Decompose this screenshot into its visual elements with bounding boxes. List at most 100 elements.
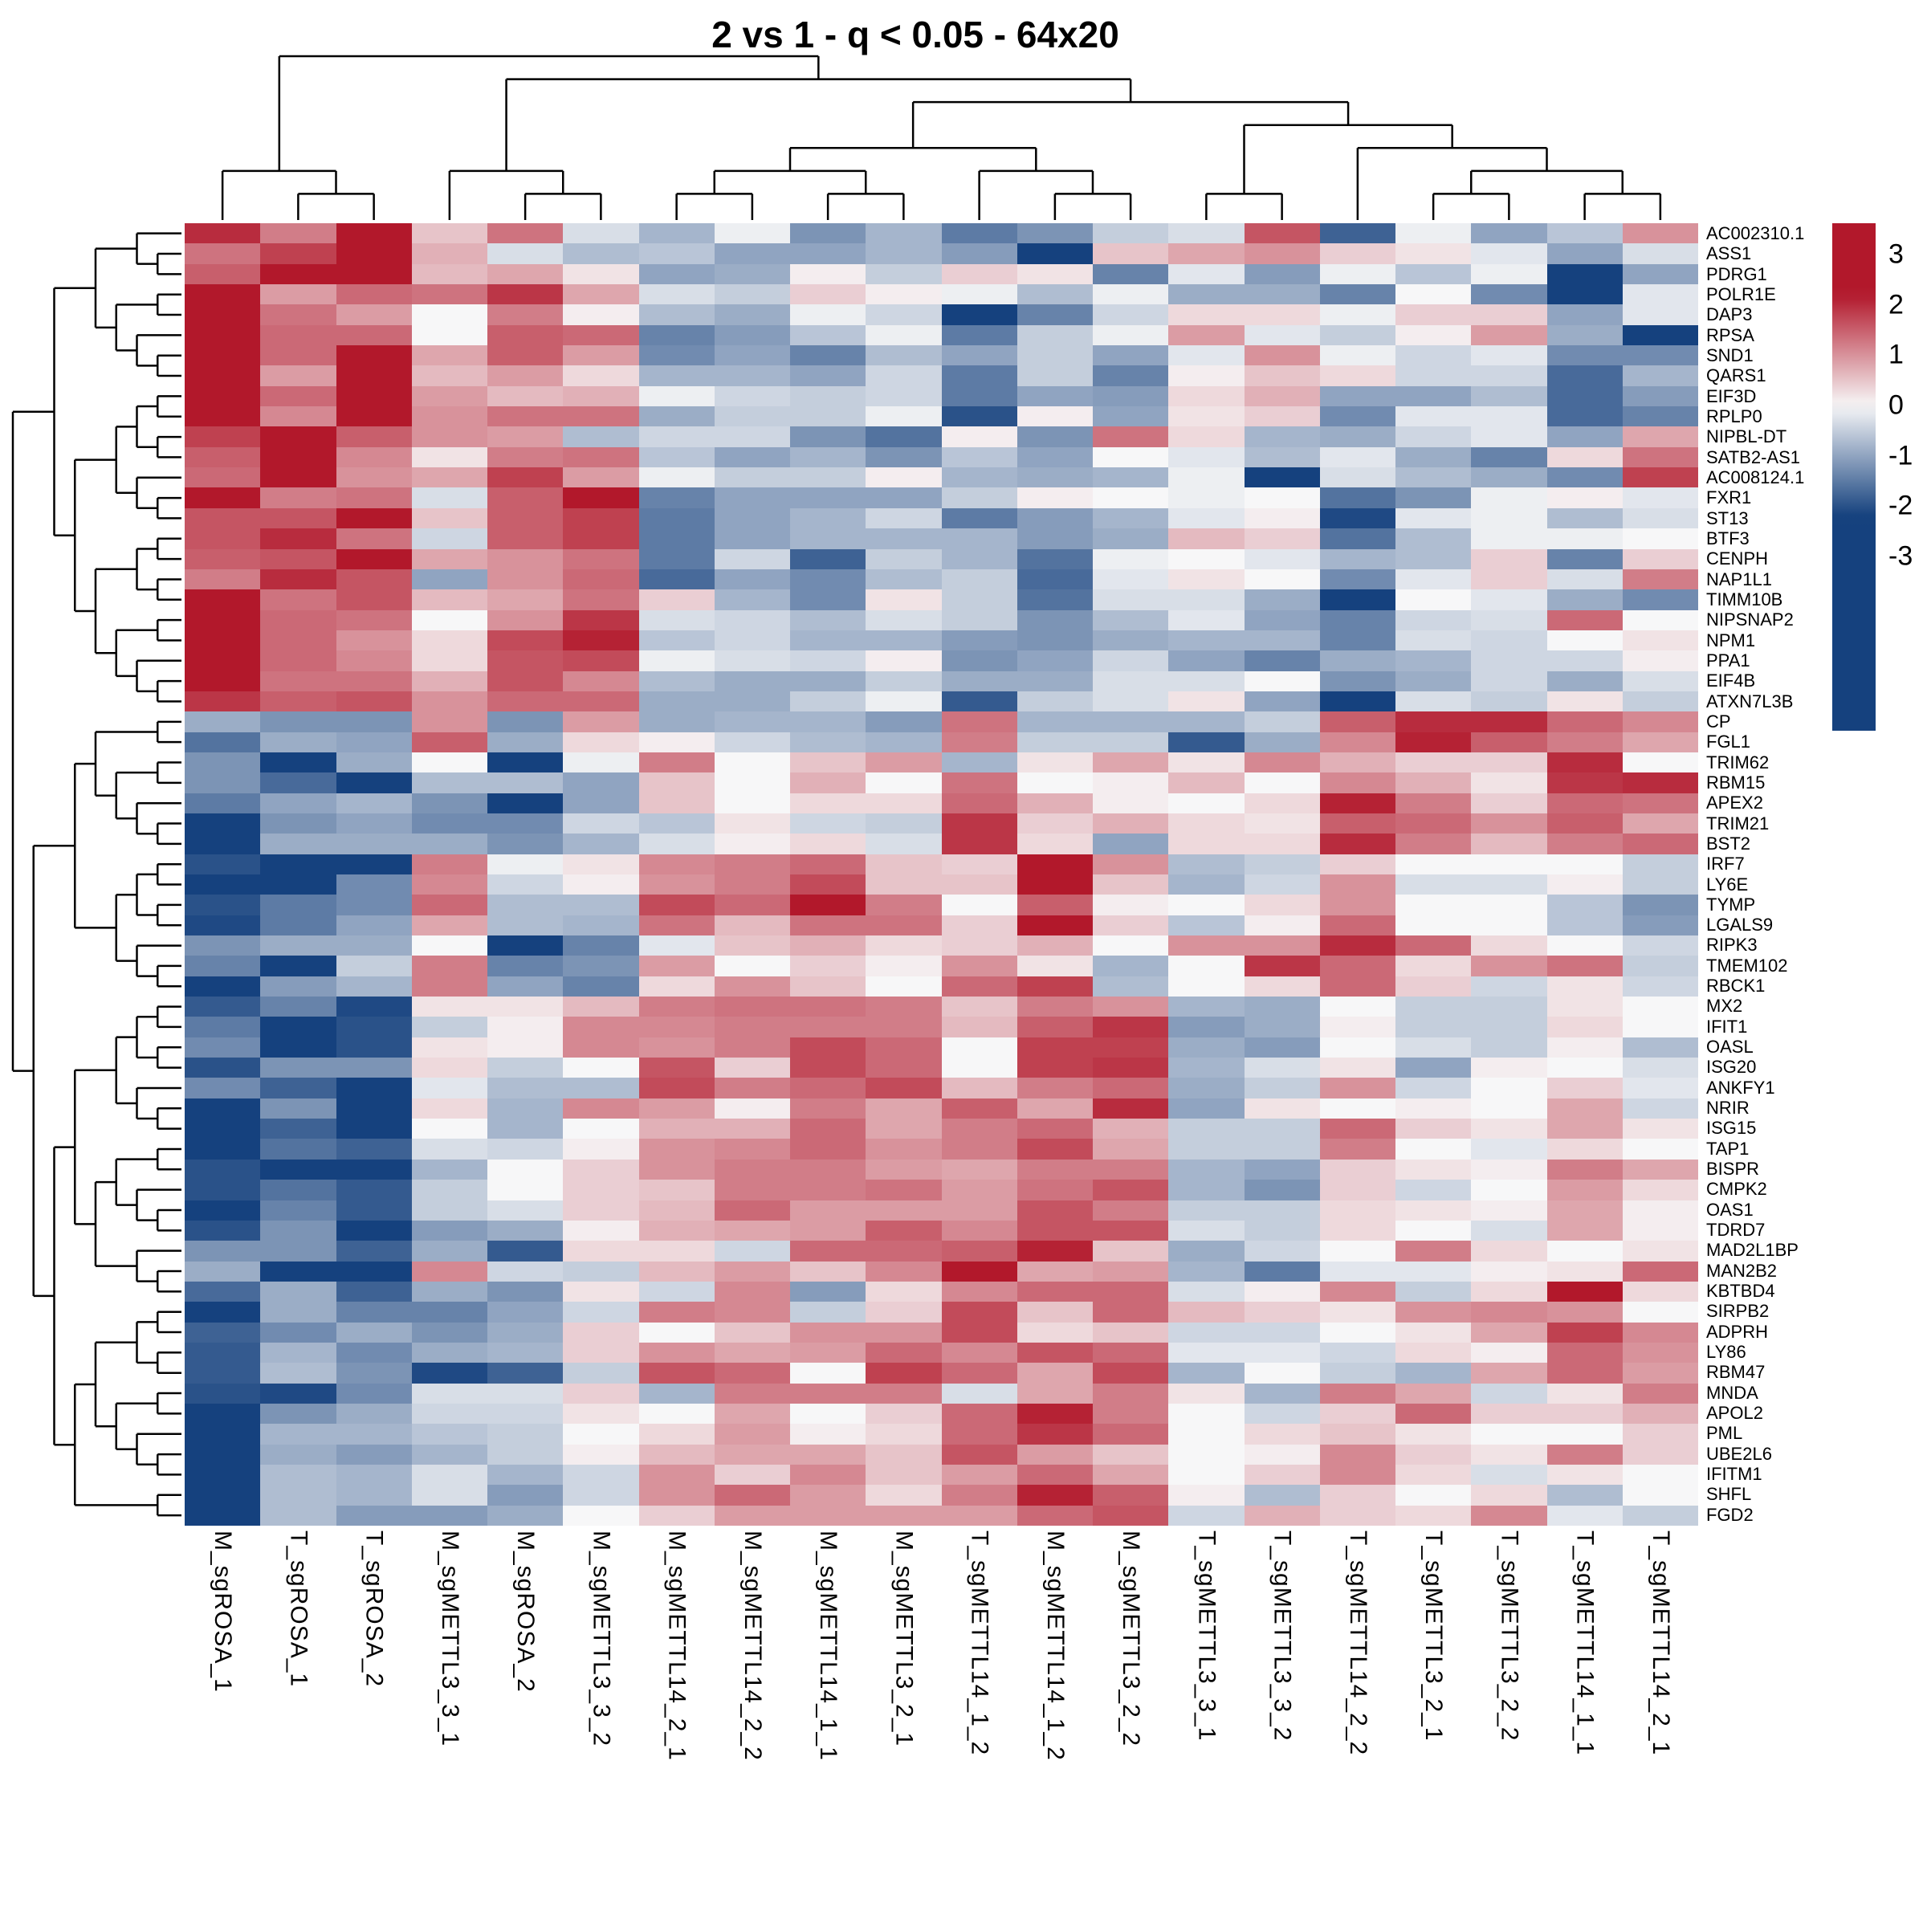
heatmap-cell xyxy=(563,507,639,529)
heatmap-cell xyxy=(336,1424,412,1445)
heatmap-cell xyxy=(1244,1403,1320,1425)
heatmap-cell xyxy=(638,1281,715,1302)
heatmap-cell xyxy=(714,385,790,407)
heatmap-cell xyxy=(941,1505,1017,1526)
heatmap-cell xyxy=(1546,528,1623,549)
heatmap-cell xyxy=(1319,1037,1395,1058)
heatmap-cell xyxy=(1244,304,1320,325)
row-label: FGL1 xyxy=(1706,732,1751,752)
heatmap-cell xyxy=(714,691,790,712)
heatmap-cell xyxy=(563,1119,639,1139)
col-label: T_sgMETTL3_2_2 xyxy=(1496,1531,1523,1742)
heatmap-cell xyxy=(487,1424,564,1445)
heatmap-cell xyxy=(714,1078,790,1098)
heatmap-cell xyxy=(1168,1363,1245,1384)
heatmap-cell xyxy=(185,569,261,590)
heatmap-cell xyxy=(1016,1464,1093,1486)
heatmap-cell xyxy=(638,772,715,793)
heatmap-cell xyxy=(1168,895,1245,915)
heatmap-cell xyxy=(1168,243,1245,264)
heatmap-cell xyxy=(563,813,639,834)
heatmap-cell xyxy=(1622,446,1698,468)
heatmap-cell xyxy=(1622,650,1698,671)
heatmap-cell xyxy=(866,589,942,610)
heatmap-cell xyxy=(866,1220,942,1241)
heatmap-cell xyxy=(1244,467,1320,488)
heatmap-cell xyxy=(1546,324,1623,346)
heatmap-cell xyxy=(941,1444,1017,1465)
heatmap-cell xyxy=(790,1220,866,1241)
heatmap-cell xyxy=(1546,935,1623,956)
heatmap-cell xyxy=(260,528,336,549)
col-labels: M_sgROSA_1 T_sgROSA_1 T_sgROSA_2 M_sgMETTL3… xyxy=(185,1531,1698,1932)
heatmap-cell xyxy=(487,1058,564,1078)
heatmap-cell xyxy=(790,1342,866,1363)
heatmap-cell xyxy=(866,813,942,834)
heatmap-cell xyxy=(487,1098,564,1119)
heatmap-cell xyxy=(260,385,336,407)
heatmap-cell xyxy=(411,630,487,651)
heatmap-cell xyxy=(714,772,790,793)
heatmap-cell xyxy=(1016,1078,1093,1098)
heatmap-cell xyxy=(1471,813,1547,834)
heatmap-cell xyxy=(1471,569,1547,590)
heatmap-cell xyxy=(1395,854,1472,874)
heatmap-cell xyxy=(1016,670,1093,691)
heatmap-cell xyxy=(411,1342,487,1363)
heatmap-cell xyxy=(1546,548,1623,569)
heatmap-cell xyxy=(185,854,261,874)
heatmap-cell xyxy=(1622,528,1698,549)
heatmap-cell xyxy=(1016,691,1093,712)
heatmap-cell xyxy=(790,426,866,447)
heatmap-cell xyxy=(714,1119,790,1139)
heatmap-cell xyxy=(638,528,715,549)
heatmap-cell xyxy=(185,772,261,793)
heatmap-cell xyxy=(638,467,715,488)
heatmap-cell xyxy=(411,752,487,773)
heatmap-cell xyxy=(260,284,336,305)
heatmap-cell xyxy=(866,223,942,244)
heatmap-cell xyxy=(1471,589,1547,610)
heatmap-cell xyxy=(185,1241,261,1262)
heatmap-cell xyxy=(1622,813,1698,834)
heatmap-cell xyxy=(714,997,790,1017)
row-label: RPLP0 xyxy=(1706,406,1762,426)
heatmap-cell xyxy=(790,324,866,346)
heatmap-cell xyxy=(487,650,564,671)
heatmap-cell xyxy=(714,426,790,447)
heatmap-cell xyxy=(1319,874,1395,895)
heatmap-cell xyxy=(487,834,564,854)
heatmap-cell xyxy=(260,670,336,691)
heatmap-cell xyxy=(866,609,942,630)
heatmap-cell xyxy=(1016,1200,1093,1221)
heatmap-cell xyxy=(260,1505,336,1526)
heatmap-cell xyxy=(941,528,1017,549)
heatmap-cell xyxy=(185,324,261,346)
heatmap-cell xyxy=(941,813,1017,834)
heatmap-cell xyxy=(260,1220,336,1241)
heatmap-cell xyxy=(1168,528,1245,549)
heatmap-cell xyxy=(1471,324,1547,346)
heatmap-cell xyxy=(790,406,866,427)
heatmap-cell xyxy=(260,223,336,244)
heatmap-cell xyxy=(487,569,564,590)
heatmap-cell xyxy=(1395,324,1472,346)
heatmap-cell xyxy=(1168,1485,1245,1506)
heatmap-cell xyxy=(1395,793,1472,813)
heatmap-cell xyxy=(638,915,715,936)
col-label: T_sgMETTL14_1_2 xyxy=(966,1531,993,1756)
heatmap-cell xyxy=(1395,1037,1472,1058)
heatmap-cell xyxy=(260,1058,336,1078)
heatmap-cell xyxy=(1622,1200,1698,1221)
heatmap-cell xyxy=(790,772,866,793)
heatmap-cell xyxy=(1016,1241,1093,1262)
heatmap-cell xyxy=(487,1017,564,1037)
heatmap-cell xyxy=(1319,589,1395,610)
heatmap-cell xyxy=(790,467,866,488)
heatmap-cell xyxy=(1395,548,1472,569)
heatmap-cell xyxy=(1244,670,1320,691)
heatmap-cell xyxy=(1093,935,1169,956)
heatmap-cell xyxy=(790,1424,866,1445)
heatmap-cell xyxy=(411,569,487,590)
chart-title: 2 vs 1 - q < 0.05 - 64x20 xyxy=(711,14,1119,55)
